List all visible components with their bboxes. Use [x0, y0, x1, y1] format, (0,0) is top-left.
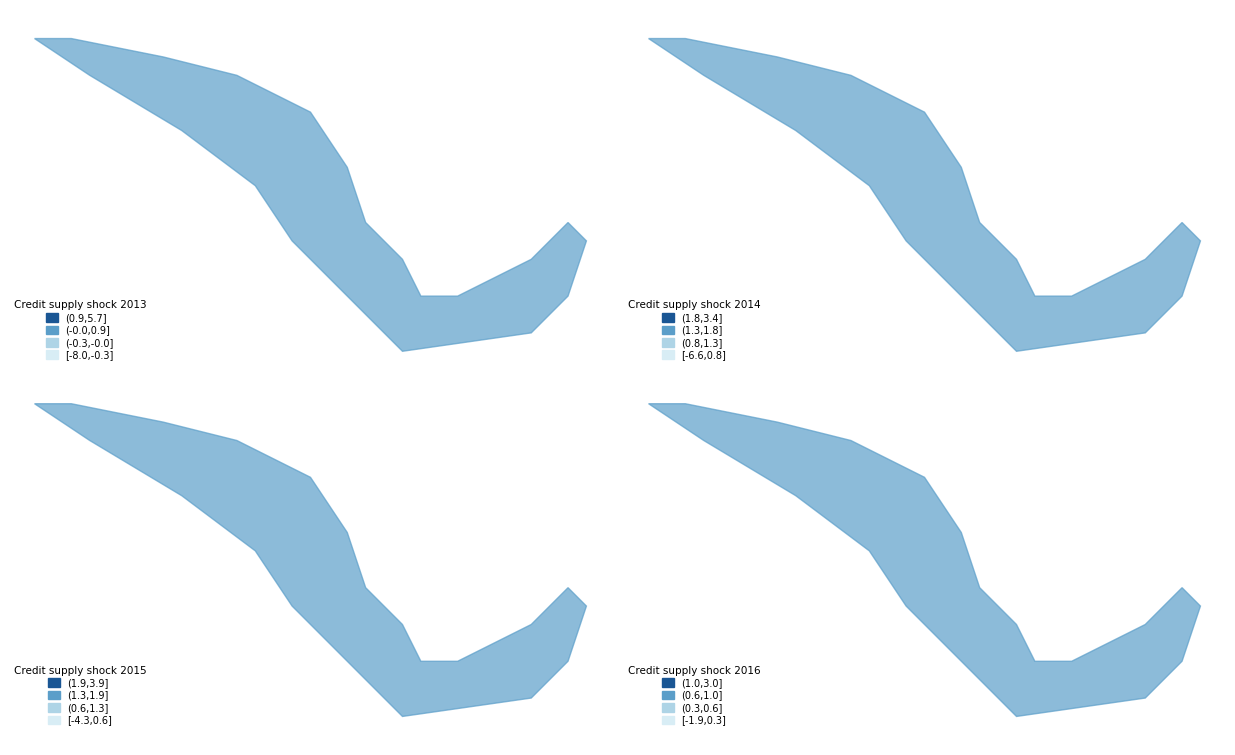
Legend: (1.0,3.0], (0.6,1.0], (0.3,0.6], [-1.9,0.3]: (1.0,3.0], (0.6,1.0], (0.3,0.6], [-1.9,0…	[624, 661, 764, 729]
Legend: (1.8,3.4], (1.3,1.8], (0.8,1.3], [-6.6,0.8]: (1.8,3.4], (1.3,1.8], (0.8,1.3], [-6.6,0…	[624, 297, 764, 364]
Legend: (0.9,5.7], (-0.0,0.9], (-0.3,-0.0], [-8.0,-0.3]: (0.9,5.7], (-0.0,0.9], (-0.3,-0.0], [-8.…	[10, 297, 151, 364]
Polygon shape	[648, 404, 1200, 716]
Polygon shape	[648, 39, 1200, 351]
Polygon shape	[35, 39, 587, 351]
Legend: (1.9,3.9], (1.3,1.9], (0.6,1.3], [-4.3,0.6]: (1.9,3.9], (1.3,1.9], (0.6,1.3], [-4.3,0…	[10, 661, 151, 729]
Polygon shape	[35, 404, 587, 716]
